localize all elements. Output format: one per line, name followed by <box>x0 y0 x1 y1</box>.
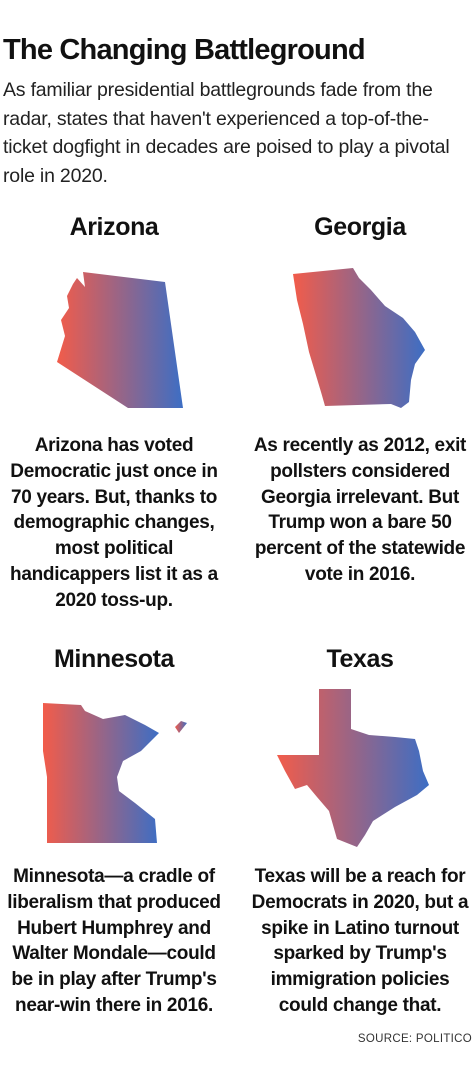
texas-map <box>277 689 429 847</box>
source-credit: SOURCE: POLITICO <box>357 1033 472 1045</box>
intro-text: As familiar presidential battlegrounds f… <box>3 79 450 187</box>
minnesota-blurb: Minnesota—a cradle of liberalism that pr… <box>7 866 221 1016</box>
minnesota-map <box>43 703 187 843</box>
arizona-blurb: Arizona has voted Democratic just once i… <box>10 435 218 611</box>
georgia-name: Georgia <box>314 213 406 241</box>
texas-name: Texas <box>326 645 394 673</box>
minnesota-name: Minnesota <box>53 645 175 673</box>
texas-blurb: Texas will be a reach for Democrats in 2… <box>251 866 469 1016</box>
georgia-map <box>293 268 425 408</box>
page-title: The Changing Battleground <box>3 34 366 66</box>
arizona-map <box>57 272 183 408</box>
georgia-blurb: As recently as 2012, exit pollsters cons… <box>253 435 467 585</box>
arizona-name: Arizona <box>69 213 159 241</box>
